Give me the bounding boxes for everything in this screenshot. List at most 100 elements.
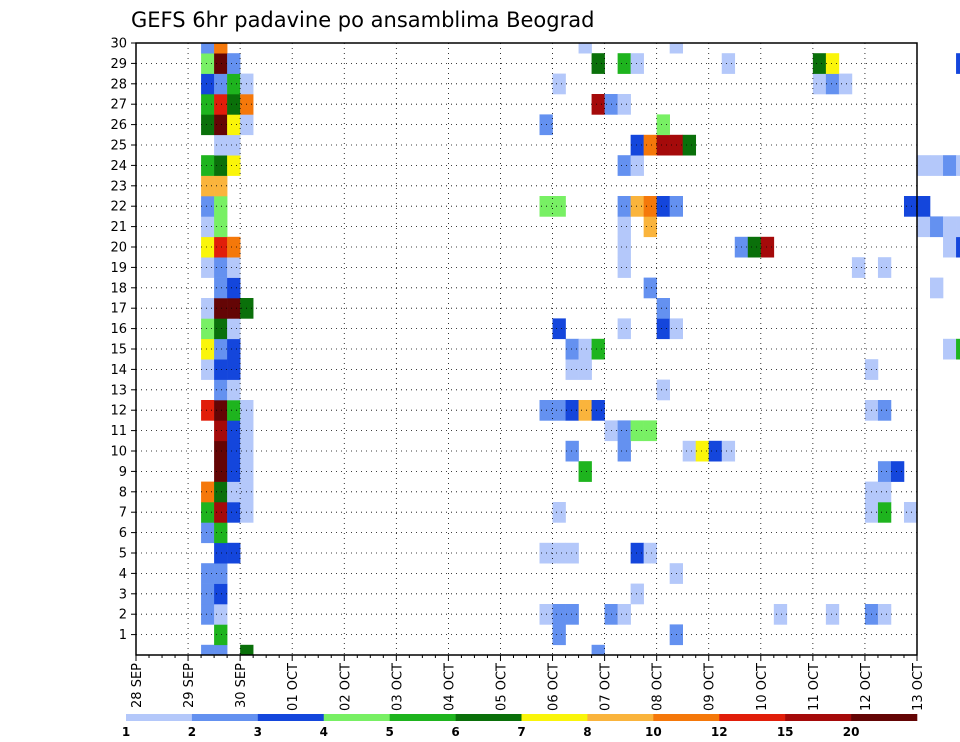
y-tick-label: 29	[110, 57, 127, 72]
precip-cell	[917, 216, 931, 238]
precip-cell	[956, 236, 960, 258]
precip-cell	[617, 236, 631, 258]
precip-cell	[201, 563, 215, 584]
x-tick-label: 12 OCT	[859, 663, 874, 711]
precip-cell	[201, 522, 215, 544]
precip-cell	[877, 461, 892, 482]
y-tick-label: 14	[110, 363, 127, 378]
precip-cell	[214, 461, 228, 482]
x-tick-label: 13 OCT	[911, 663, 926, 711]
precip-cell	[617, 53, 631, 74]
x-tick-label: 09 OCT	[703, 663, 718, 711]
precip-cell	[552, 624, 566, 646]
x-tick-label: 28 SEP	[130, 663, 145, 708]
precip-cell	[227, 502, 241, 523]
x-tick-label: 02 OCT	[338, 663, 353, 711]
precip-cell	[201, 400, 215, 421]
legend-label: 2	[188, 725, 196, 739]
x-tick-label: 04 OCT	[442, 663, 457, 711]
y-tick-label: 3	[119, 587, 127, 602]
precip-cell	[227, 338, 241, 360]
precip-cell	[214, 73, 228, 95]
y-tick-labels: 1234567891011121314151617181920212223242…	[110, 37, 127, 644]
cells-layer	[201, 43, 960, 656]
precip-cell	[227, 318, 241, 340]
precip-cell	[656, 379, 670, 401]
precip-cell	[630, 53, 644, 74]
precip-cell	[201, 644, 215, 656]
precip-cell	[201, 502, 215, 523]
precip-cell	[552, 400, 566, 421]
precip-cell	[214, 43, 228, 54]
x-tick-label: 10 OCT	[755, 663, 770, 711]
precip-cell	[227, 298, 241, 319]
precip-cell	[695, 440, 710, 462]
precip-cell	[643, 277, 657, 299]
precip-cell	[943, 216, 957, 238]
x-tick-label: 01 OCT	[286, 663, 301, 711]
precip-cell	[643, 196, 657, 217]
precip-cell	[656, 298, 670, 319]
x-tick-label: 11 OCT	[807, 663, 822, 711]
precip-cell	[877, 502, 892, 523]
precip-cell	[201, 73, 215, 95]
precip-cell	[630, 155, 644, 176]
x-tick-label: 08 OCT	[651, 663, 666, 711]
precip-cell	[617, 257, 631, 278]
precip-cell	[682, 134, 697, 156]
precip-cell	[903, 196, 918, 217]
precip-cell	[214, 134, 228, 156]
precip-cell	[956, 338, 960, 360]
precip-cell	[552, 502, 566, 523]
precip-cell	[747, 236, 762, 258]
legend-swatch	[257, 714, 325, 721]
precip-cell	[578, 338, 592, 360]
precip-cell	[227, 420, 241, 442]
precip-cell	[669, 43, 683, 54]
precip-cell	[214, 400, 228, 421]
precip-cell	[617, 196, 631, 217]
precip-cell	[578, 400, 592, 421]
y-tick-label: 2	[119, 608, 127, 623]
precip-cell	[617, 216, 631, 238]
precip-cell	[877, 604, 892, 625]
x-tick-labels: 28 SEP 29 SEP 30 SEP 01 OCT 02 OCT 03 OCT 04 O…	[130, 663, 926, 711]
precip-cell	[201, 196, 215, 217]
legend-swatch	[455, 714, 522, 721]
precip-cell	[201, 298, 215, 319]
precip-cell	[201, 236, 215, 258]
precip-cell	[565, 400, 579, 421]
precip-cell	[201, 53, 215, 74]
y-tick-label: 23	[110, 179, 127, 194]
precip-cell	[708, 440, 723, 462]
y-tick-label: 13	[110, 383, 127, 398]
y-tick-label: 9	[119, 465, 127, 480]
precip-cell	[565, 440, 579, 462]
precip-cell	[227, 461, 241, 482]
x-tick-label: 30 SEP	[234, 663, 249, 708]
precip-cell	[825, 73, 840, 95]
precip-cell	[214, 338, 228, 360]
precip-cell	[214, 94, 228, 115]
precip-cell	[214, 522, 228, 544]
precip-cell	[578, 43, 592, 54]
legend-swatch	[191, 714, 259, 721]
y-tick-label: 7	[119, 506, 127, 521]
precip-cell	[227, 114, 241, 136]
precip-cell	[552, 542, 566, 564]
precip-cell	[214, 277, 228, 299]
precip-cell	[591, 400, 605, 421]
precip-cell	[565, 338, 579, 360]
precip-cell	[591, 94, 605, 115]
precip-cell	[877, 257, 892, 278]
precip-cell	[930, 277, 944, 299]
precip-cell	[630, 542, 644, 564]
precip-cell	[591, 644, 605, 656]
precip-cell	[565, 604, 579, 625]
precip-cell	[214, 481, 228, 503]
precip-cell	[214, 563, 228, 584]
y-tick-label: 19	[110, 261, 127, 276]
legend-swatch	[521, 714, 588, 721]
precip-cell	[201, 604, 215, 625]
precip-cell	[201, 257, 215, 278]
